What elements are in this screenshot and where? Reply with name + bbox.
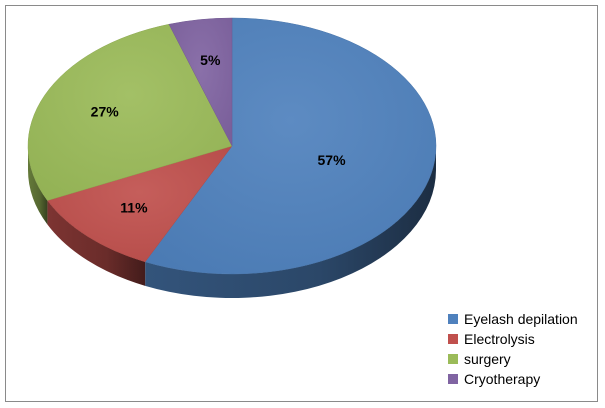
legend-swatch-eyelash-depilation: [448, 314, 458, 324]
legend-swatch-surgery: [448, 354, 458, 364]
legend-item-eyelash-depilation: Eyelash depilation: [448, 309, 578, 329]
legend-label-electrolysis: Electrolysis: [464, 329, 535, 349]
pie-label-surgery: 27%: [91, 103, 120, 119]
legend: Eyelash depilation Electrolysis surgery …: [448, 309, 578, 389]
legend-swatch-electrolysis: [448, 334, 458, 344]
legend-item-electrolysis: Electrolysis: [448, 329, 578, 349]
legend-label-cryotherapy: Cryotherapy: [464, 369, 540, 389]
pie-label-cryotherapy: 5%: [200, 52, 221, 68]
legend-label-surgery: surgery: [464, 349, 511, 369]
pie-tops: [28, 18, 436, 274]
pie-label-eyelash-depilation: 57%: [318, 152, 347, 168]
legend-item-cryotherapy: Cryotherapy: [448, 369, 578, 389]
pie-label-electrolysis: 11%: [120, 200, 148, 216]
legend-label-eyelash-depilation: Eyelash depilation: [464, 309, 578, 329]
legend-swatch-cryotherapy: [448, 374, 458, 384]
legend-item-surgery: surgery: [448, 349, 578, 369]
